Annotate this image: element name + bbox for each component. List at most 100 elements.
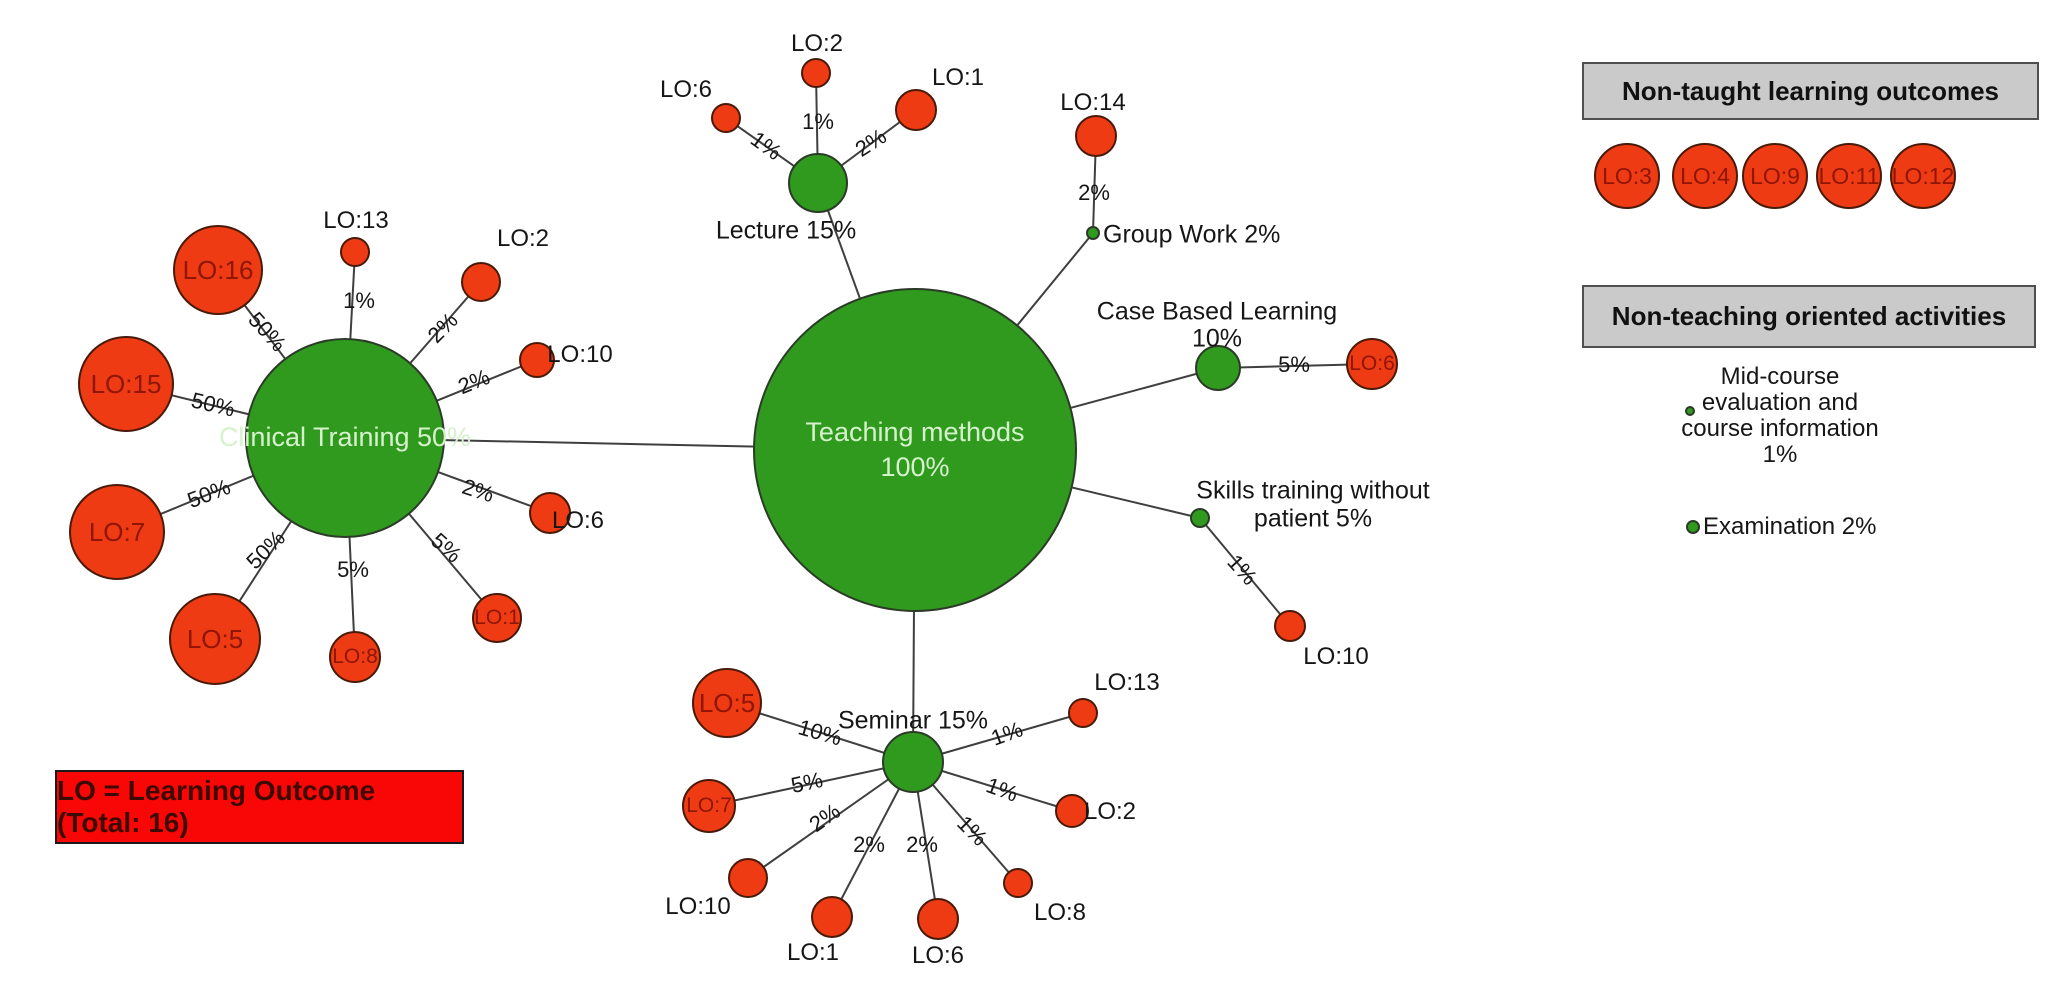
group-work-label: Group Work 2% — [1103, 220, 1281, 249]
clinical-lo2-label: LO:2 — [496, 225, 550, 252]
node-legend-lo9: LO:9 — [1742, 143, 1808, 209]
node-clinical-lo10 — [519, 342, 555, 378]
node-seminar-lo7: LO:7 — [682, 779, 736, 833]
lecture-lo2-label: LO:2 — [790, 30, 844, 57]
non-taught-title: Non-taught learning outcomes — [1622, 75, 1999, 106]
clinical-lo13-label: LO:13 — [323, 207, 389, 234]
seminar-lo1-pct: 2% — [853, 832, 885, 857]
node-clinical-lo13 — [340, 237, 370, 267]
node-seminar-lo13 — [1068, 698, 1098, 728]
midcourse-line2: evaluation and — [1701, 389, 1859, 416]
node-seminar-lo10 — [728, 858, 768, 898]
teaching-methods-name: Teaching methods — [805, 416, 1025, 447]
node-seminar — [882, 731, 944, 793]
node-clinical-training: Clinical Training 50% — [219, 338, 471, 538]
lo16-label: LO:16 — [182, 254, 254, 285]
groupwork-lo14-pct: 2% — [1078, 180, 1110, 205]
non-taught-header: Non-taught learning outcomes — [1582, 62, 2039, 120]
node-case-based-learning — [1195, 345, 1241, 391]
node-lecture — [788, 153, 848, 213]
node-skills-lo10 — [1274, 610, 1306, 642]
lo8-label: LO:8 — [332, 645, 378, 668]
teaching-methods-pct: 100% — [880, 452, 950, 482]
node-clinical-lo1: LO:1 — [472, 593, 522, 643]
lo1-label: LO:1 — [474, 606, 520, 629]
legend-lo9-label: LO:9 — [1750, 162, 1800, 189]
node-seminar-lo6 — [917, 898, 959, 940]
examination-label: Examination 2% — [1703, 513, 1877, 540]
lo-note-text: LO = Learning Outcome (Total: 16) — [57, 775, 376, 838]
edge-seminar-lo7 — [708, 761, 914, 807]
node-group-work — [1086, 226, 1100, 240]
node-legend-lo12: LO:12 — [1890, 143, 1956, 209]
clinical-lo6-label: LO:6 — [551, 507, 605, 534]
node-seminar-lo5: LO:5 — [692, 668, 762, 738]
node-seminar-lo2 — [1055, 794, 1089, 828]
clinical-lo8-pct: 5% — [337, 557, 369, 582]
node-clinical-lo7: LO:7 — [69, 484, 165, 580]
midcourse-label: Mid-course evaluation and course informa… — [1681, 364, 1878, 468]
lo5-label: LO:5 — [186, 623, 244, 654]
seminar-lo10-label: LO:10 — [665, 893, 731, 920]
lecture-lo6-label: LO:6 — [659, 76, 713, 103]
case-based-label-line2: 10% — [1191, 324, 1243, 353]
node-lecture-lo1 — [895, 89, 937, 131]
seminar-lo1-label: LO:1 — [786, 939, 840, 966]
seminar-lo7-label: LO:7 — [686, 794, 732, 817]
skills-label-line2: patient 5% — [1253, 504, 1373, 533]
midcourse-line3: course information — [1681, 415, 1879, 442]
node-legend-lo3: LO:3 — [1594, 143, 1660, 209]
clinical-lo13-pct: 1% — [343, 288, 375, 313]
legend-lo4-label: LO:4 — [1680, 162, 1730, 189]
seminar-label: Seminar 15% — [837, 706, 989, 735]
node-skills-training — [1190, 508, 1210, 528]
non-teaching-header: Non-teaching oriented activities — [1582, 285, 2036, 348]
lecture-lo1-label: LO:1 — [931, 64, 985, 91]
legend-lo12-label: LO:12 — [1891, 162, 1955, 189]
node-lecture-lo2 — [801, 58, 831, 88]
node-casebased-lo6: LO:6 — [1346, 338, 1398, 390]
clinical-lo10-label: LO:10 — [547, 341, 613, 368]
seminar-lo6-label: LO:6 — [911, 942, 965, 969]
midcourse-line4: 1% — [1762, 441, 1798, 468]
node-seminar-lo8 — [1003, 868, 1033, 898]
node-lecture-lo6 — [711, 103, 741, 133]
lo15-label: LO:15 — [90, 368, 162, 399]
node-clinical-lo2 — [461, 262, 501, 302]
node-groupwork-lo14 — [1075, 115, 1117, 157]
seminar-lo6-pct: 2% — [906, 832, 938, 857]
lo7-label: LO:7 — [88, 516, 146, 547]
edge-seminar-lo10 — [747, 761, 914, 879]
node-legend-lo11: LO:11 — [1816, 143, 1882, 209]
seminar-lo13-label: LO:13 — [1094, 669, 1160, 696]
groupwork-lo14-label: LO:14 — [1060, 89, 1126, 116]
lecture-lo2-pct: 1% — [802, 109, 834, 134]
seminar-lo8-label: LO:8 — [1033, 899, 1087, 926]
node-clinical-lo16: LO:16 — [173, 225, 263, 315]
teaching-methods-label: Teaching methods 100% — [805, 415, 1024, 485]
legend-lo11-label: LO:11 — [1818, 162, 1880, 189]
node-clinical-lo5: LO:5 — [169, 593, 261, 685]
skills-lo10-label: LO:10 — [1303, 643, 1369, 670]
node-seminar-lo1 — [811, 896, 853, 938]
casebased-lo6-pct: 5% — [1278, 352, 1310, 377]
node-legend-lo4: LO:4 — [1672, 143, 1738, 209]
node-clinical-lo15: LO:15 — [78, 336, 174, 432]
clinical-training-label: Clinical Training 50% — [218, 422, 472, 453]
seminar-lo5-label: LO:5 — [698, 687, 756, 718]
examination-dot — [1686, 520, 1700, 534]
node-clinical-lo6 — [529, 492, 571, 534]
node-teaching-methods: Teaching methods 100% — [753, 288, 1077, 612]
midcourse-line1: Mid-course — [1720, 363, 1840, 390]
node-clinical-lo8: LO:8 — [329, 631, 381, 683]
non-teaching-title: Non-teaching oriented activities — [1611, 301, 2007, 331]
casebased-lo6-label: LO:6 — [1349, 352, 1395, 375]
lecture-label: Lecture 15% — [715, 216, 857, 245]
lo-note-box: LO = Learning Outcome (Total: 16) — [55, 770, 464, 844]
case-based-label-line1: Case Based Learning — [1096, 297, 1338, 326]
legend-lo3-label: LO:3 — [1602, 162, 1652, 189]
skills-label-line1: Skills training without — [1196, 476, 1430, 505]
seminar-lo2-label: LO:2 — [1083, 798, 1137, 825]
edge-skills-lo10 — [1199, 517, 1291, 627]
